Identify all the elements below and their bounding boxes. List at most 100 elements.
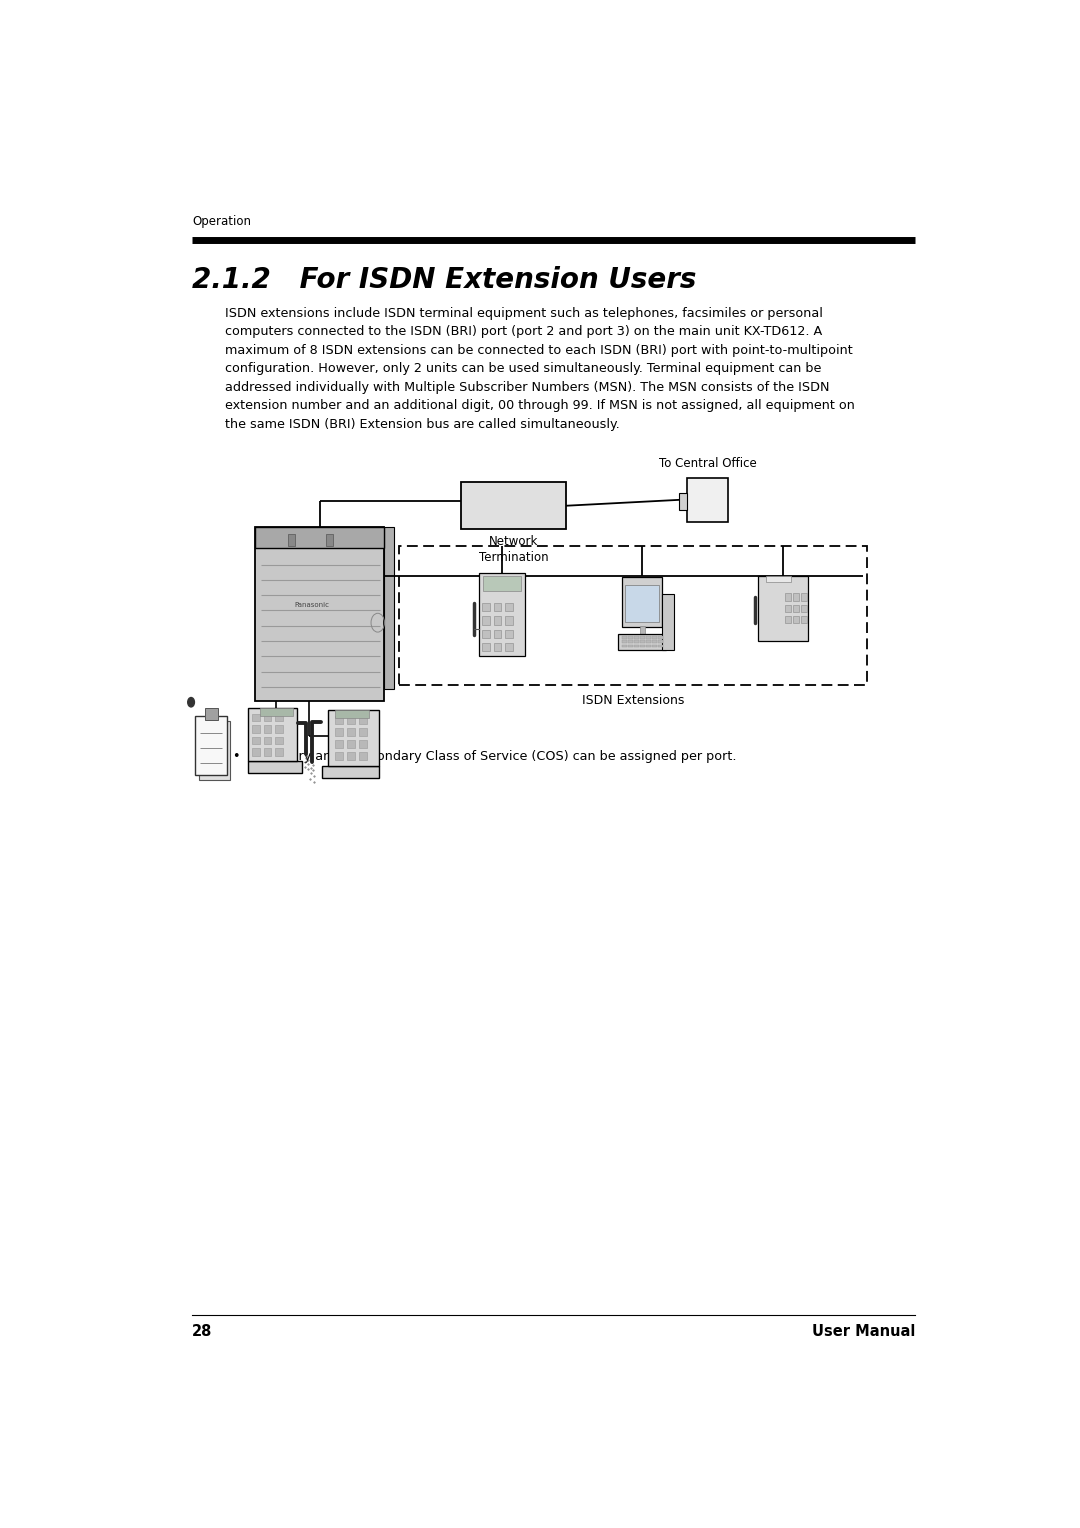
- FancyBboxPatch shape: [275, 726, 283, 733]
- FancyBboxPatch shape: [629, 640, 633, 643]
- FancyBboxPatch shape: [322, 766, 379, 778]
- Text: Network
Termination: Network Termination: [478, 535, 549, 564]
- FancyBboxPatch shape: [659, 645, 663, 648]
- FancyBboxPatch shape: [494, 643, 501, 651]
- FancyBboxPatch shape: [335, 709, 369, 718]
- FancyBboxPatch shape: [785, 605, 791, 613]
- FancyBboxPatch shape: [347, 752, 355, 759]
- FancyBboxPatch shape: [255, 527, 384, 701]
- Text: 2.1.2   For ISDN Extension Users: 2.1.2 For ISDN Extension Users: [192, 266, 697, 293]
- FancyBboxPatch shape: [328, 709, 379, 766]
- FancyBboxPatch shape: [634, 645, 638, 648]
- FancyBboxPatch shape: [785, 593, 791, 601]
- FancyBboxPatch shape: [640, 645, 645, 648]
- FancyBboxPatch shape: [264, 726, 271, 733]
- FancyBboxPatch shape: [335, 752, 343, 759]
- FancyBboxPatch shape: [253, 736, 260, 744]
- FancyBboxPatch shape: [659, 640, 663, 643]
- FancyBboxPatch shape: [652, 636, 657, 639]
- FancyBboxPatch shape: [622, 640, 626, 643]
- Text: ISDN extensions include ISDN terminal equipment such as telephones, facsimiles o: ISDN extensions include ISDN terminal eq…: [226, 307, 855, 431]
- FancyBboxPatch shape: [260, 707, 293, 715]
- Circle shape: [188, 697, 194, 707]
- FancyBboxPatch shape: [793, 605, 799, 613]
- FancyBboxPatch shape: [482, 643, 489, 651]
- FancyBboxPatch shape: [195, 717, 227, 775]
- FancyBboxPatch shape: [347, 715, 355, 724]
- FancyBboxPatch shape: [758, 576, 808, 642]
- FancyBboxPatch shape: [629, 645, 633, 648]
- FancyBboxPatch shape: [275, 747, 283, 755]
- Text: ISDN Extensions: ISDN Extensions: [582, 694, 685, 707]
- FancyBboxPatch shape: [505, 616, 513, 625]
- FancyBboxPatch shape: [801, 616, 807, 623]
- FancyBboxPatch shape: [253, 747, 260, 755]
- FancyBboxPatch shape: [248, 707, 297, 761]
- FancyBboxPatch shape: [634, 636, 638, 639]
- FancyBboxPatch shape: [461, 483, 566, 529]
- FancyBboxPatch shape: [679, 494, 688, 510]
- FancyBboxPatch shape: [248, 761, 302, 773]
- FancyBboxPatch shape: [264, 714, 271, 721]
- FancyBboxPatch shape: [640, 636, 645, 639]
- FancyBboxPatch shape: [347, 740, 355, 747]
- Text: Panasonic: Panasonic: [295, 602, 329, 608]
- FancyBboxPatch shape: [359, 715, 367, 724]
- FancyBboxPatch shape: [264, 736, 271, 744]
- FancyBboxPatch shape: [335, 715, 343, 724]
- FancyBboxPatch shape: [640, 626, 645, 636]
- FancyBboxPatch shape: [793, 616, 799, 623]
- FancyBboxPatch shape: [688, 477, 728, 523]
- FancyBboxPatch shape: [253, 714, 260, 721]
- FancyBboxPatch shape: [629, 636, 633, 639]
- FancyBboxPatch shape: [359, 740, 367, 747]
- FancyBboxPatch shape: [482, 604, 489, 611]
- Text: To Central Office: To Central Office: [659, 457, 756, 471]
- FancyBboxPatch shape: [646, 640, 651, 643]
- FancyBboxPatch shape: [326, 533, 333, 545]
- FancyBboxPatch shape: [264, 747, 271, 755]
- FancyBboxPatch shape: [652, 640, 657, 643]
- FancyBboxPatch shape: [505, 630, 513, 639]
- FancyBboxPatch shape: [335, 727, 343, 735]
- Text: User Manual: User Manual: [812, 1323, 915, 1339]
- FancyBboxPatch shape: [785, 616, 791, 623]
- FancyBboxPatch shape: [766, 576, 792, 582]
- FancyBboxPatch shape: [359, 727, 367, 735]
- FancyBboxPatch shape: [505, 604, 513, 611]
- FancyBboxPatch shape: [801, 593, 807, 601]
- Text: 28: 28: [192, 1323, 213, 1339]
- FancyBboxPatch shape: [335, 740, 343, 747]
- FancyBboxPatch shape: [275, 714, 283, 721]
- FancyBboxPatch shape: [494, 630, 501, 639]
- FancyBboxPatch shape: [199, 721, 230, 779]
- FancyBboxPatch shape: [359, 752, 367, 759]
- FancyBboxPatch shape: [384, 527, 394, 689]
- FancyBboxPatch shape: [662, 594, 674, 649]
- FancyBboxPatch shape: [622, 636, 626, 639]
- FancyBboxPatch shape: [205, 707, 217, 720]
- FancyBboxPatch shape: [659, 636, 663, 639]
- FancyBboxPatch shape: [494, 604, 501, 611]
- FancyBboxPatch shape: [625, 585, 659, 622]
- FancyBboxPatch shape: [622, 578, 662, 628]
- Text: Operation: Operation: [192, 215, 251, 228]
- FancyBboxPatch shape: [505, 643, 513, 651]
- FancyBboxPatch shape: [253, 726, 260, 733]
- FancyBboxPatch shape: [634, 640, 638, 643]
- FancyBboxPatch shape: [622, 645, 626, 648]
- FancyBboxPatch shape: [275, 736, 283, 744]
- FancyBboxPatch shape: [801, 605, 807, 613]
- FancyBboxPatch shape: [494, 616, 501, 625]
- FancyBboxPatch shape: [793, 593, 799, 601]
- FancyBboxPatch shape: [288, 533, 295, 545]
- FancyBboxPatch shape: [478, 573, 525, 656]
- FancyBboxPatch shape: [646, 645, 651, 648]
- FancyBboxPatch shape: [255, 527, 384, 549]
- FancyBboxPatch shape: [619, 634, 666, 649]
- FancyBboxPatch shape: [482, 616, 489, 625]
- FancyBboxPatch shape: [482, 630, 489, 639]
- FancyBboxPatch shape: [347, 727, 355, 735]
- FancyBboxPatch shape: [646, 636, 651, 639]
- Text: •  A primary and a secondary Class of Service (COS) can be assigned per port.: • A primary and a secondary Class of Ser…: [226, 750, 737, 764]
